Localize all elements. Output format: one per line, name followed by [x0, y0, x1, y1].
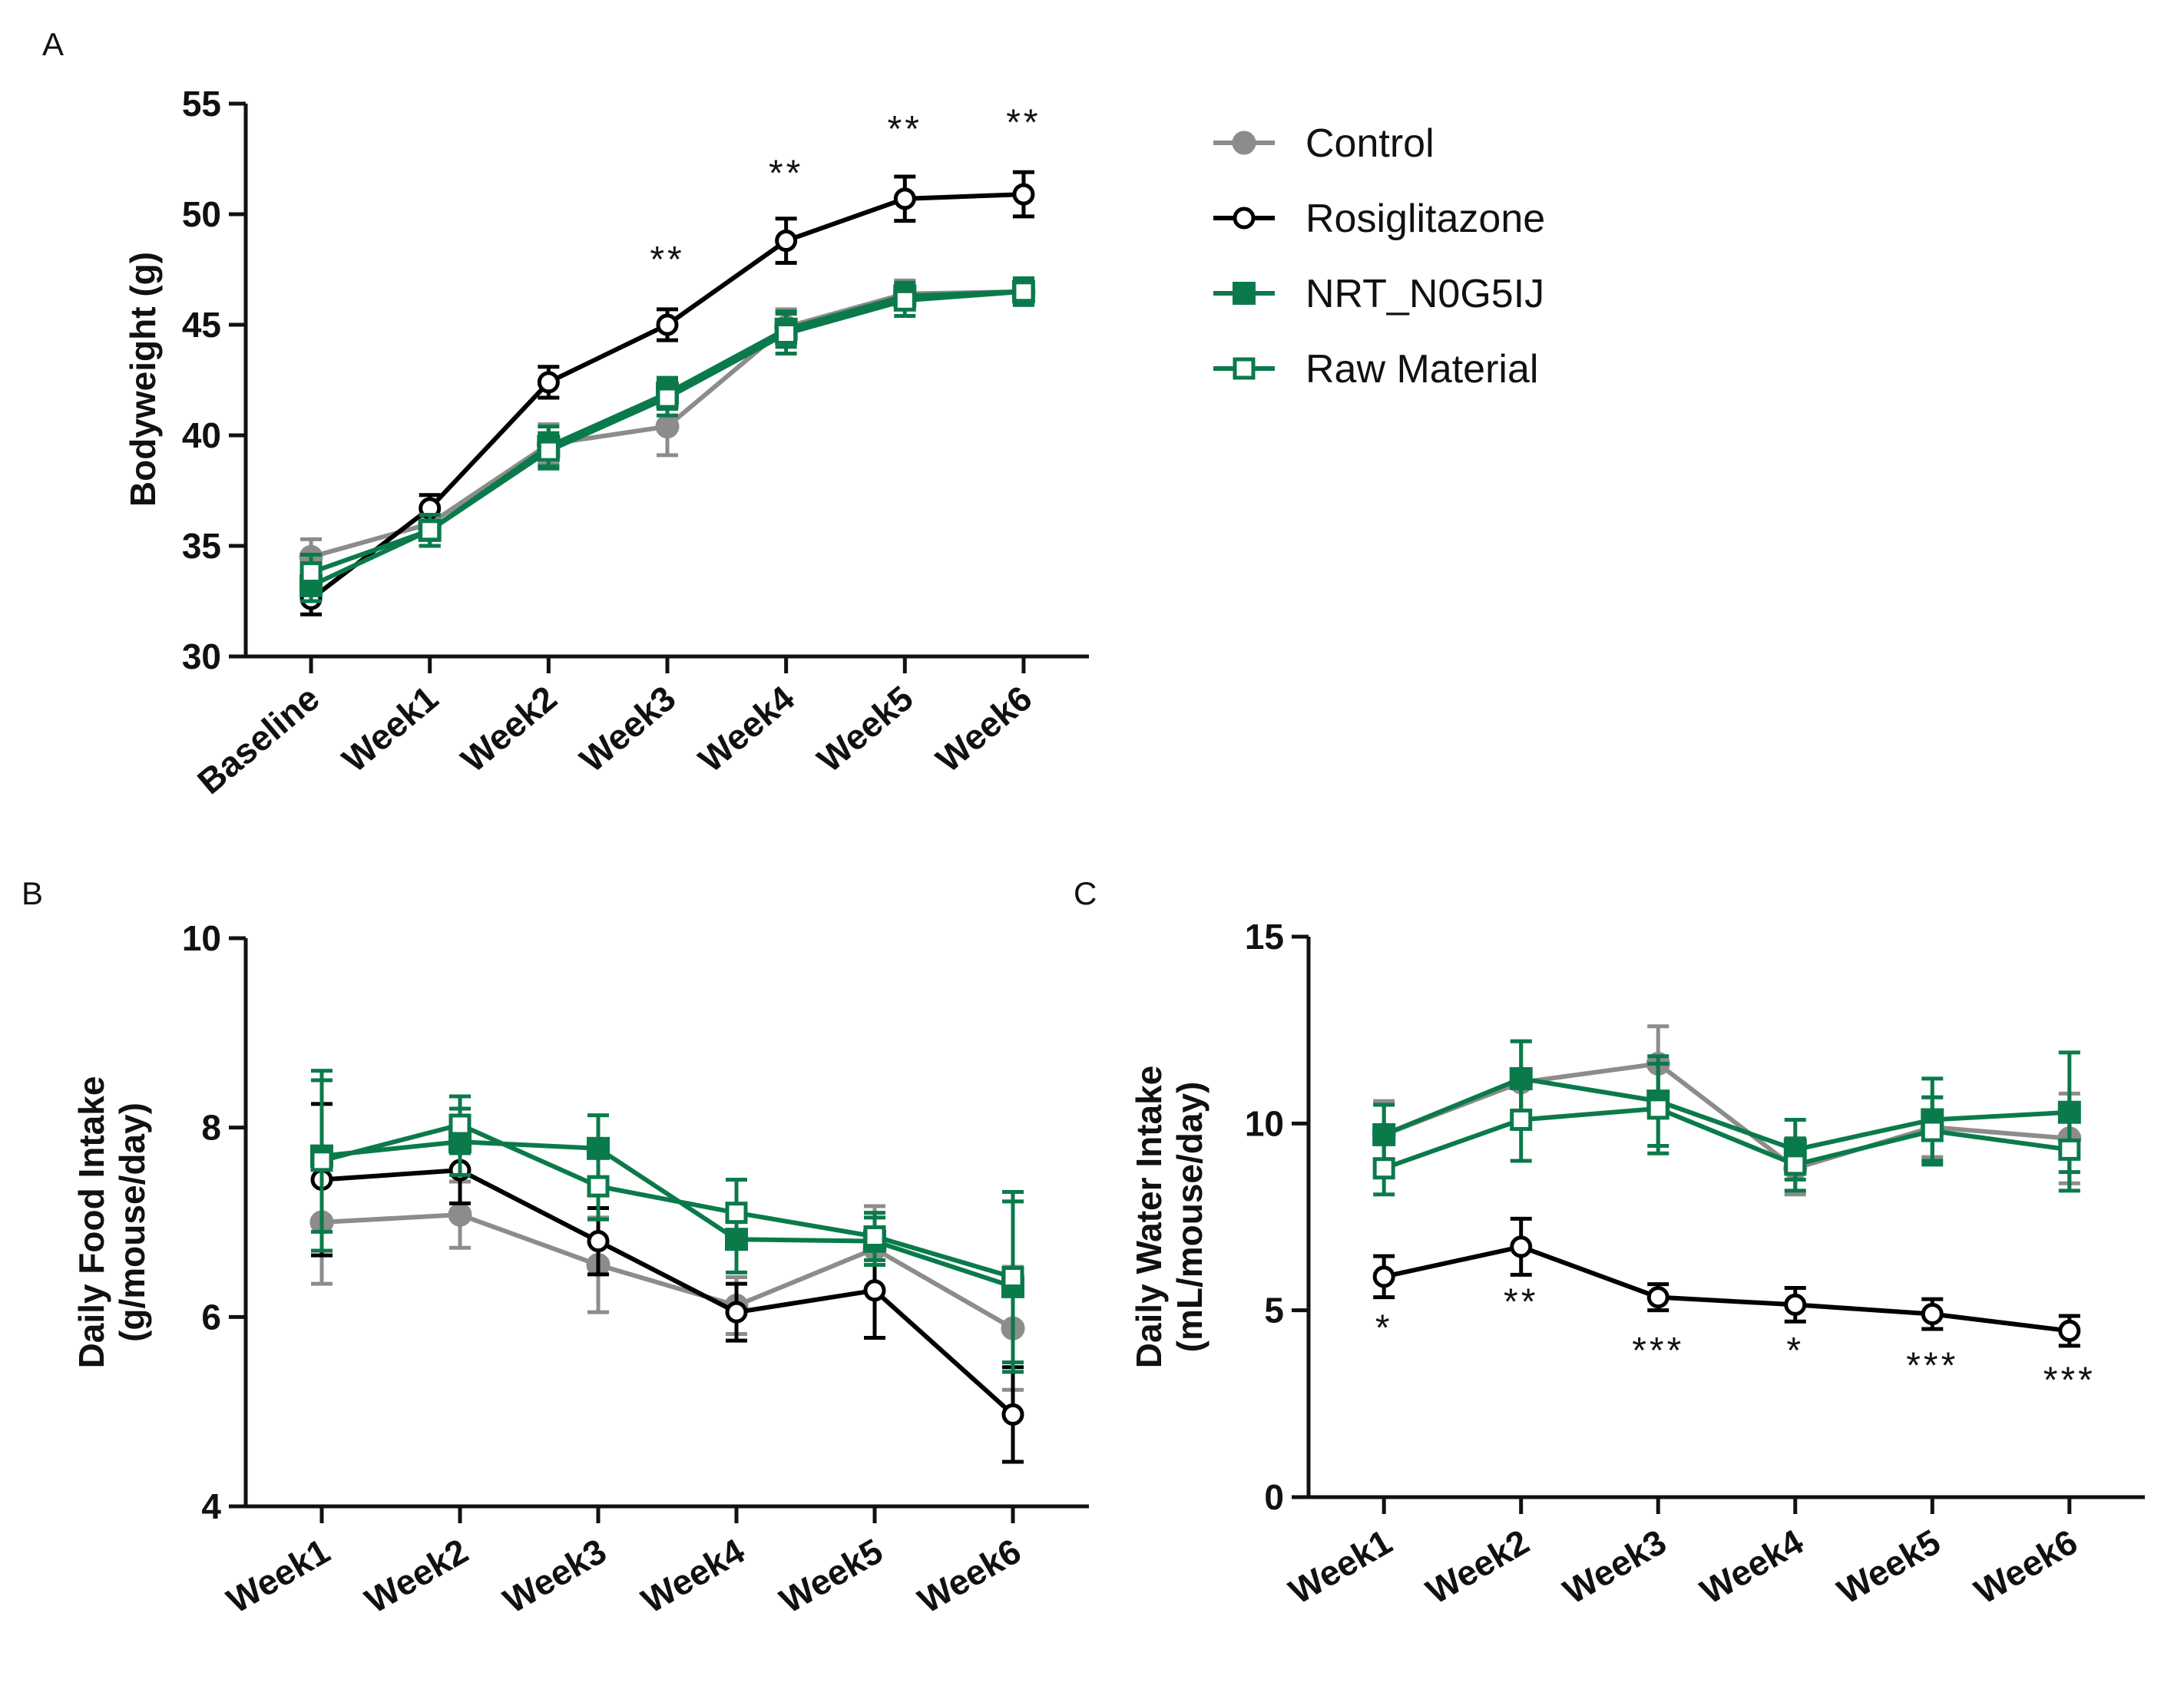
- data-point-raw-material-week3: [587, 1175, 610, 1198]
- data-point-rosiglitazone-week3: [656, 313, 679, 336]
- series-rosiglitazone: [299, 170, 1035, 617]
- data-point-raw-material-week1: [1372, 1157, 1395, 1180]
- data-point-rosiglitazone-week5: [1921, 1303, 1944, 1326]
- panel-c-letter: C: [1074, 875, 1097, 911]
- y-tick-label: 55: [182, 84, 221, 124]
- legend-label-rosiglitazone: Rosiglitazone: [1305, 197, 1545, 241]
- data-point-rosiglitazone-week5: [863, 1279, 886, 1302]
- significance-marker: **: [769, 154, 803, 194]
- data-point-rosiglitazone-week6: [2058, 1319, 2081, 1342]
- data-point-raw-material-week6: [1001, 1266, 1024, 1289]
- y-tick-label: 0: [1264, 1477, 1284, 1517]
- y-tick-label: 40: [182, 415, 221, 455]
- data-point-control-week3: [655, 414, 680, 438]
- data-point-raw-material-week2: [537, 439, 560, 462]
- significance-marker: **: [1006, 102, 1041, 143]
- data-point-raw-material-week4: [1784, 1153, 1807, 1176]
- data-point-raw-material-week6: [2058, 1138, 2081, 1161]
- significance-marker: *: [1375, 1308, 1393, 1349]
- y-tick-label: 8: [201, 1108, 221, 1148]
- series-raw-material: [1372, 1061, 2081, 1197]
- significance-marker: *: [1786, 1331, 1804, 1371]
- data-point-raw-material-week1: [310, 1149, 333, 1172]
- legend-item-control: Control: [1213, 121, 1434, 166]
- data-point-raw-material-week3: [1646, 1097, 1669, 1120]
- y-axis-title-units: (mL/mouse/day): [1170, 1082, 1209, 1353]
- legend-item-rosiglitazone: Rosiglitazone: [1213, 197, 1545, 241]
- y-axis-title: Daily Water Intake: [1129, 1066, 1169, 1369]
- series-line-nrt-n0g5ij: [321, 1139, 1014, 1289]
- data-point-control-week2: [448, 1202, 472, 1227]
- series-raw-material: [299, 276, 1035, 593]
- data-point-raw-material-week5: [863, 1225, 886, 1248]
- significance-marker: ***: [1632, 1331, 1684, 1371]
- y-tick-label: 4: [201, 1486, 221, 1526]
- y-tick-label: 10: [182, 918, 221, 958]
- y-tick-label: 15: [1245, 917, 1284, 957]
- y-tick-label: 10: [1245, 1103, 1284, 1143]
- data-point-raw-material-week4: [725, 1202, 748, 1225]
- legend-item-nrt-n0g5ij: NRT_N0G5IJ: [1213, 272, 1544, 316]
- series-line-rosiglitazone: [1383, 1244, 2070, 1334]
- data-point-rosiglitazone-week4: [1784, 1293, 1807, 1316]
- series-line-nrt-n0g5ij: [1383, 1076, 2070, 1152]
- legend-marker-control: [1232, 131, 1256, 155]
- data-point-raw-material-week2: [448, 1113, 472, 1136]
- panel-b-letter: B: [22, 875, 43, 911]
- series-line-rosiglitazone: [321, 1168, 1015, 1417]
- data-point-rosiglitazone-week1: [1372, 1265, 1395, 1288]
- series-rosiglitazone: [1372, 1216, 2081, 1348]
- series-line-control: [1383, 1061, 2070, 1171]
- significance-marker: ***: [1906, 1345, 1958, 1386]
- data-point-rosiglitazone-week2: [537, 371, 560, 394]
- y-axis-title: Daily Food Intake: [71, 1076, 111, 1369]
- data-point-rosiglitazone-week6: [1001, 1403, 1024, 1426]
- data-point-raw-material-baseline: [299, 561, 323, 584]
- data-point-rosiglitazone-week4: [725, 1301, 748, 1324]
- data-point-rosiglitazone-week3: [1646, 1286, 1669, 1309]
- y-tick-label: 6: [201, 1297, 221, 1337]
- data-point-rosiglitazone-week4: [775, 230, 798, 253]
- legend-label-control: Control: [1305, 121, 1434, 166]
- y-tick-label: 45: [182, 305, 221, 345]
- data-point-raw-material-week1: [419, 519, 442, 542]
- significance-marker: ***: [2043, 1360, 2096, 1401]
- significance-marker: **: [650, 240, 684, 280]
- legend-label-nrt-n0g5ij: NRT_N0G5IJ: [1305, 272, 1544, 316]
- data-point-raw-material-week4: [775, 322, 798, 345]
- significance-marker: **: [888, 109, 922, 150]
- series-line-raw-material: [1383, 1106, 2070, 1171]
- legend-marker-nrt-n0g5ij: [1233, 282, 1256, 305]
- series-raw-material: [310, 1069, 1024, 1365]
- legend-item-raw-material: Raw Material: [1213, 347, 1538, 392]
- legend-marker-rosiglitazone: [1233, 207, 1256, 230]
- legend: Control Rosiglitazone NRT_N0G5IJ Raw Materi…: [1213, 121, 1545, 392]
- data-point-rosiglitazone-week3: [587, 1230, 610, 1253]
- data-point-rosiglitazone-week5: [893, 187, 916, 210]
- series-line-raw-material: [321, 1122, 1014, 1280]
- legend-marker-raw-material: [1233, 357, 1256, 380]
- data-point-raw-material-week6: [1012, 280, 1035, 303]
- y-tick-label: 30: [182, 636, 221, 676]
- significance-marker: **: [1504, 1282, 1538, 1323]
- data-point-rosiglitazone-week2: [1510, 1235, 1533, 1258]
- data-point-rosiglitazone-week6: [1012, 183, 1035, 206]
- y-axis-title: Bodyweight (g): [123, 252, 163, 507]
- data-point-raw-material-week3: [656, 386, 679, 409]
- series-line-control: [321, 1212, 1014, 1331]
- data-point-raw-material-week2: [1510, 1108, 1533, 1131]
- panel-a-letter: A: [42, 26, 64, 62]
- y-tick-label: 5: [1264, 1291, 1284, 1331]
- legend-label-raw-material: Raw Material: [1305, 347, 1538, 392]
- y-axis-title-units: (g/mouse/day): [112, 1103, 152, 1342]
- y-tick-label: 50: [182, 194, 221, 234]
- y-tick-label: 35: [182, 526, 221, 566]
- data-point-raw-material-week5: [1921, 1119, 1944, 1142]
- data-point-raw-material-week5: [893, 289, 916, 312]
